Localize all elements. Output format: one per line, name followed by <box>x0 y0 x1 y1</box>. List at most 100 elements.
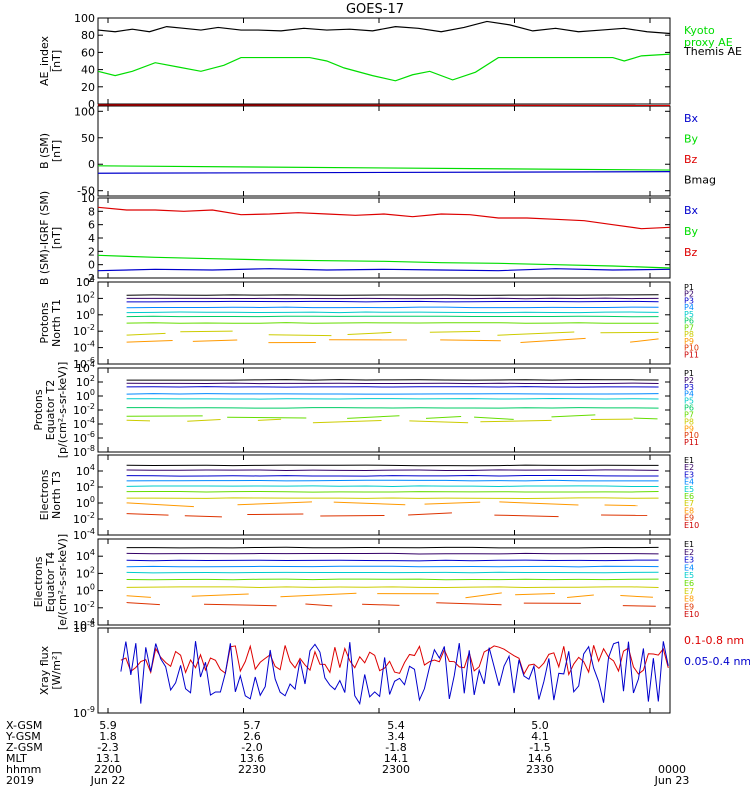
flux-channel-p9 <box>126 339 173 343</box>
flux-channel-p8 <box>497 331 575 336</box>
series-xray-short <box>120 641 669 706</box>
legend-entry: By <box>684 225 699 238</box>
flux-channel-e2 <box>126 552 659 555</box>
ytick-label: 10-4 <box>73 340 95 355</box>
footer-row-label: 2019 <box>6 774 34 787</box>
legend-entry: E4 <box>684 563 694 572</box>
ytick-label: 100 <box>76 583 95 598</box>
legend-entry: E2 <box>684 548 694 557</box>
ytick-label: 0 <box>88 259 95 272</box>
panel-frame <box>97 17 671 105</box>
flux-channel-e9 <box>436 602 502 606</box>
legend-entry: P3 <box>684 296 694 305</box>
figure-title: GOES-17 <box>346 2 404 17</box>
footer-value: 5.4 <box>387 719 405 732</box>
flux-channel-e7 <box>126 586 659 588</box>
ytick-label: -50 <box>77 185 95 198</box>
flux-channel-e8 <box>499 501 579 506</box>
flux-channel-p2 <box>126 297 659 300</box>
flux-channel-p9 <box>630 338 659 343</box>
series-bx <box>97 171 671 174</box>
legend-entry: P2 <box>684 376 694 385</box>
footer-row-label: hhmm <box>6 763 42 776</box>
ytick-label: 10 <box>81 192 95 205</box>
ytick-label: 10-2 <box>73 511 95 526</box>
legend-entry: P3 <box>684 383 694 392</box>
flux-channel-e8 <box>465 592 502 599</box>
panel-ae_index: 0 20 40 60 80 100 AE_index[nT] Kyoto proxy AEThe… <box>38 12 742 111</box>
panel-frame <box>97 281 671 365</box>
series-by <box>97 254 671 269</box>
flux-channel-e8 <box>126 502 194 508</box>
flux-channel-p8 <box>409 420 469 424</box>
ytick-label: 10-2 <box>73 600 95 615</box>
footer-value: 5.9 <box>99 719 117 732</box>
y-axis-label: B (SM)[nT] <box>38 133 63 169</box>
y-axis-label: ProtonsEquator T2[p/(cm²-s-sr-keV)] <box>32 362 69 459</box>
flux-channel-e8 <box>515 593 555 596</box>
legend-entry: E3 <box>684 556 694 565</box>
legend-entry: E1 <box>684 456 694 465</box>
flux-channel-p9 <box>440 339 501 342</box>
panel-frame <box>97 197 671 279</box>
ytick-label: 40 <box>81 64 95 77</box>
flux-channel-p8 <box>480 419 552 423</box>
ytick-label: 104 <box>76 274 95 289</box>
legend-entry: E4 <box>684 478 694 487</box>
ytick-label: 10-2 <box>73 402 95 417</box>
legend-entry: E2 <box>684 463 694 472</box>
flux-channel-p8 <box>126 332 166 336</box>
flux-channel-p8 <box>312 419 382 424</box>
flux-channel-e1 <box>126 464 659 467</box>
panel-frame <box>97 105 671 197</box>
panel-b_sm: -50 0 50 100 B (SM)[nT] Bx By Bz Bmag <box>38 104 716 198</box>
legend-entry: E6 <box>684 492 694 501</box>
flux-channel-e8 <box>333 501 406 506</box>
panel-frame <box>97 538 671 626</box>
flux-channel-e7 <box>126 497 659 500</box>
y-axis-label: ElectronsEquator T4[e/(cm²-s-sr-keV)] <box>32 534 69 630</box>
flux-channel-p8 <box>180 330 233 333</box>
flux-channel-e9 <box>204 603 277 607</box>
flux-channel-e9 <box>184 515 222 518</box>
legend-entry: P9 <box>684 424 694 433</box>
legend-entry: 0.05-0.4 nm <box>684 655 750 668</box>
legend-entry: Bz <box>684 246 698 259</box>
flux-channel-p6 <box>126 315 659 318</box>
flux-channel-e6 <box>126 490 659 493</box>
flux-channel-e9 <box>126 513 169 516</box>
flux-channel-e9 <box>362 603 400 606</box>
y-axis-label: AE_index[nT] <box>38 35 63 86</box>
flux-channel-e5 <box>126 485 659 488</box>
legend-entry: E8 <box>684 595 694 604</box>
legend-entry: P11 <box>684 438 699 447</box>
footer-row-label: MLT <box>6 752 27 765</box>
ytick-label: 102 <box>76 374 95 389</box>
legend-entry: P11 <box>684 350 699 359</box>
footer-value: 2200 <box>94 763 122 776</box>
ytick-label: 102 <box>76 565 95 580</box>
legend-entry: E7 <box>684 587 694 596</box>
footer-value: -2.0 <box>241 741 263 754</box>
flux-channel-e9 <box>305 603 333 607</box>
ytick-label: 0 <box>88 98 95 111</box>
legend-entry: 0.1-0.8 nm <box>684 634 744 647</box>
ytick-label: 100 <box>76 495 95 510</box>
legend-entry: E5 <box>684 485 694 494</box>
flux-channel-p8 <box>268 334 332 337</box>
panel-xray_flux: 10-9 10-8 Xray flux[W/m²] 0.1-0.8 nm 0.05-0.… <box>38 620 750 717</box>
flux-channel-p5 <box>126 311 659 314</box>
flux-channel-p7 <box>347 415 400 419</box>
ytick-label: 6 <box>88 219 95 232</box>
footer-value: Jun 22 <box>90 774 126 787</box>
orbit-footer: X-GSM Y-GSM Z-GSM MLT hhmm 2019 5.9 1.8 -2.3 13.1… <box>0 717 750 800</box>
footer-value: 13.6 <box>239 752 265 765</box>
flux-channel-p7 <box>474 416 514 420</box>
ytick-label: 104 <box>76 360 95 375</box>
y-axis-label: B (SM)-IGRF (SM)[nT] <box>38 191 63 285</box>
series-by <box>97 165 671 171</box>
